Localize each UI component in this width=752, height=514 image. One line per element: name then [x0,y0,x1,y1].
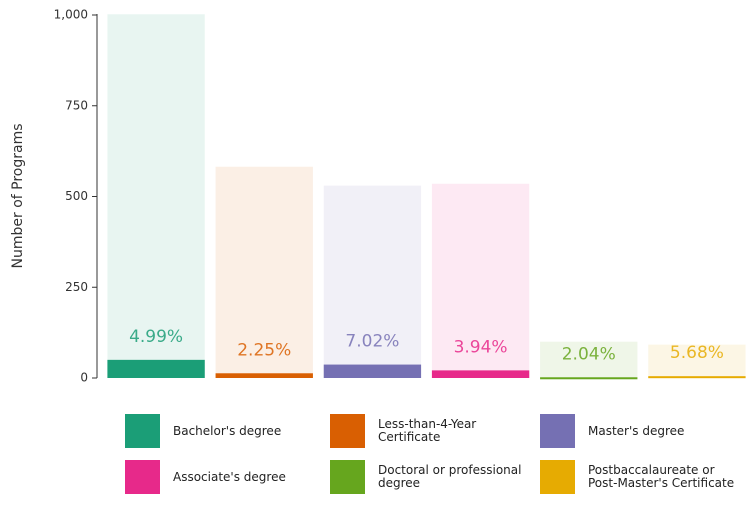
legend-item: Bachelor's degree [125,414,330,448]
legend-swatch [540,414,575,448]
share-label: 5.68% [670,343,724,363]
bar-highlight [107,359,205,378]
legend-item: Associate's degree [125,460,330,494]
legend-label: Bachelor's degree [173,423,282,438]
legend-label: Master's degree [588,423,685,438]
legend-label: Doctoral or professional degree [378,463,522,490]
share-label: 7.02% [345,332,399,352]
y-tick-label: 500 [65,189,88,203]
bar-total [648,344,746,378]
legend-item: Master's degree [540,414,745,448]
legend-item: Less-than-4-Year Certificate [330,414,540,448]
bar-total [107,14,205,379]
bar-highlight [323,364,422,378]
bar-highlight [540,377,638,380]
y-tick-label: 750 [65,98,88,112]
legend-swatch [125,460,160,494]
share-label: 2.04% [562,344,616,364]
bar-highlight [648,376,746,379]
bar-total [215,166,313,378]
bar-total [323,185,422,378]
legend-swatch [125,414,160,448]
bar-total [431,183,530,378]
y-tick-label: 0 [80,371,88,385]
bar-total [540,341,638,378]
legend-label: Associate's degree [173,469,286,484]
y-tick-label: 1,000 [54,8,88,22]
legend-swatch [330,460,365,494]
share-label: 2.25% [237,340,291,360]
bar-highlight [215,373,313,378]
share-label: 4.99% [129,327,183,347]
chart: Number of Programs 0 250 500 750 1,000 4.99% 2… [10,8,746,385]
legend-item: Postbaccalaureate or Post-Master's Certi… [540,460,745,494]
bar-highlight [431,370,530,378]
y-tick-label: 250 [65,280,88,294]
y-axis-label: Number of Programs [10,124,26,269]
legend-label: Less-than-4-Year Certificate [378,417,477,444]
share-label: 3.94% [454,337,508,357]
legend-swatch [330,414,365,448]
legend: Bachelor's degree Less-than-4-Year Certif… [125,414,745,494]
legend-label: Postbaccalaureate or Post-Master's Certi… [588,463,735,490]
legend-item: Doctoral or professional degree [330,460,540,494]
legend-swatch [540,460,575,494]
